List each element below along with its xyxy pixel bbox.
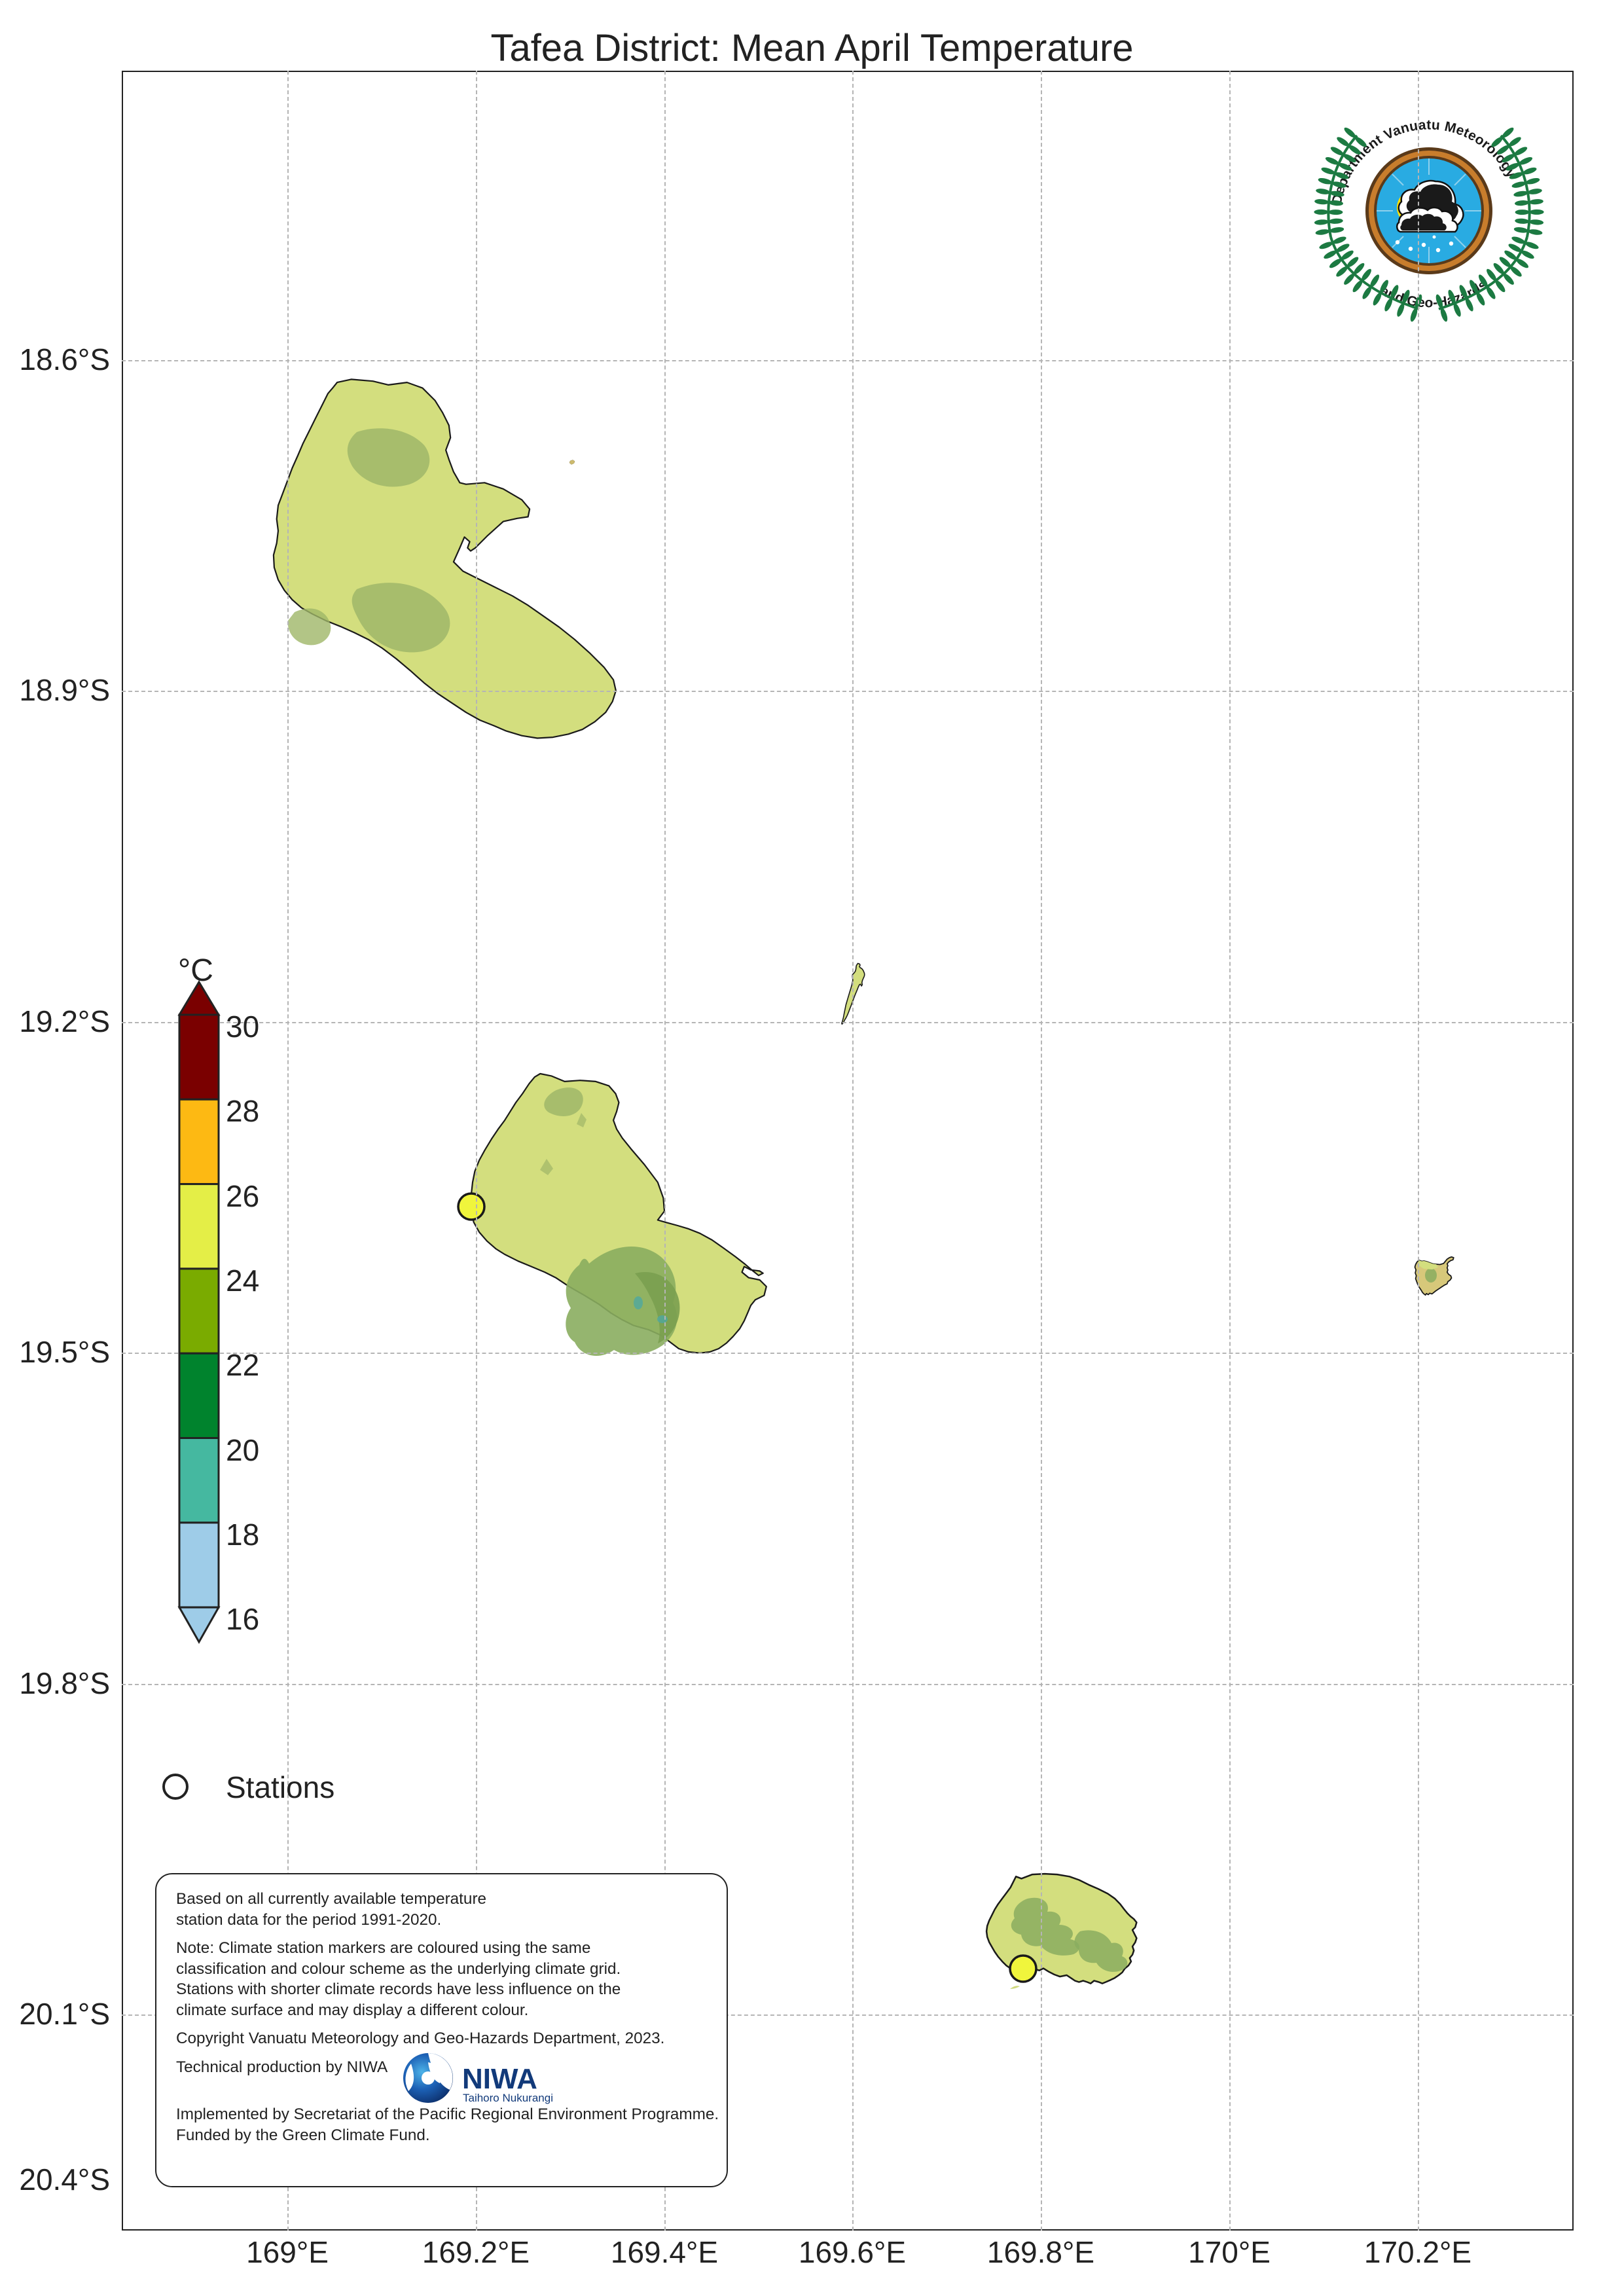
svg-text:Taihoro Nukurangi: Taihoro Nukurangi [463,2092,553,2104]
svg-text:NIWA: NIWA [462,2063,537,2095]
